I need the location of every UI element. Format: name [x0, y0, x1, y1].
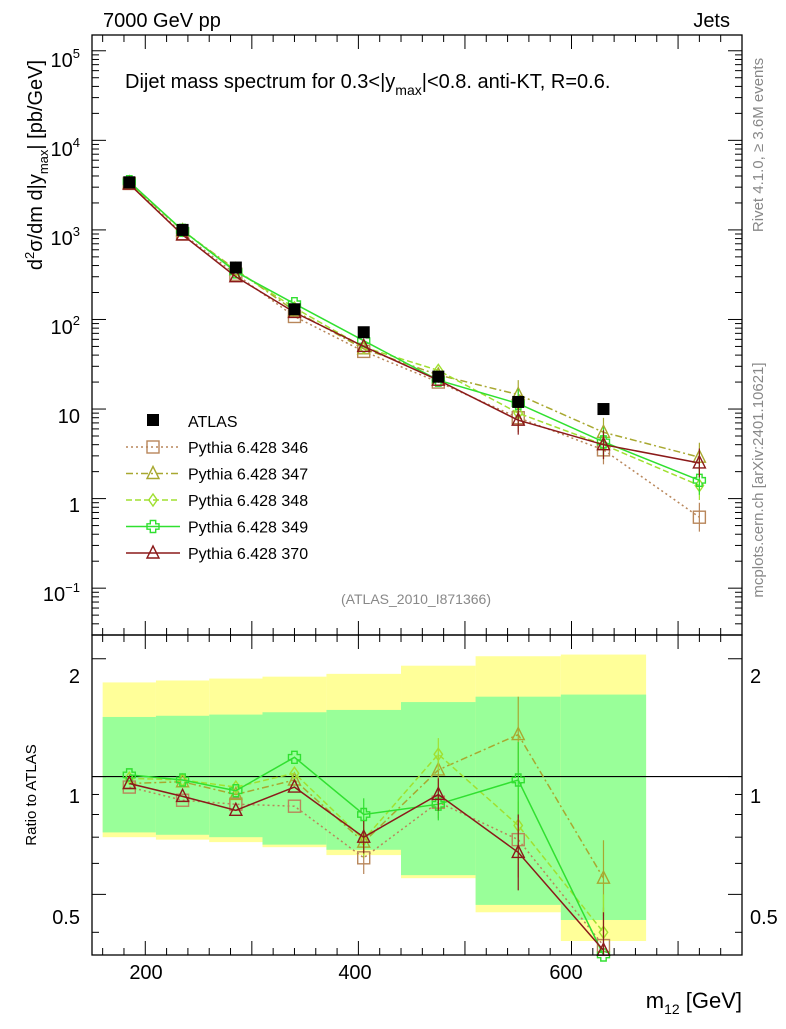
- series-point-4-6: [511, 411, 526, 426]
- atlas-point-1: [176, 223, 189, 236]
- ytick-1: 1: [69, 495, 80, 517]
- ratio-point-1-7: [596, 869, 611, 884]
- ratio-point-4-3: [287, 778, 302, 793]
- series-point-3-7: [596, 435, 611, 449]
- ytick-1e5: 105: [51, 46, 80, 72]
- ratio-ytick-right-2: 2: [750, 666, 761, 688]
- ratio-point-4-4: [356, 828, 371, 843]
- ratio-ytick-right-05: 0.5: [750, 907, 778, 929]
- legend-marker-4: [145, 544, 161, 559]
- ratio-point-2-5: [433, 747, 444, 762]
- header-right: Jets: [693, 10, 730, 32]
- series-point-0-8: [692, 510, 707, 524]
- xtick-400: 400: [338, 962, 371, 984]
- ytick-1e2: 102: [51, 313, 80, 339]
- ratio-line-3: [129, 756, 605, 956]
- ratio-ylabel: Ratio to ATLAS: [23, 744, 40, 845]
- xlabel: m12 [GeV]: [646, 988, 742, 1017]
- ratio-point-3-4: [357, 807, 371, 822]
- series-point-4-4: [356, 337, 371, 353]
- main-ylabel: d2σ/dm d|ymax| [pb/GeV]: [22, 60, 51, 270]
- ratio-panel: 2 1 0.5 2 1 0.5 Ratio to ATLAS 200 400 6…: [23, 634, 778, 1017]
- header-left: 7000 GeV pp: [103, 10, 221, 32]
- series-point-4-7: [596, 436, 611, 451]
- series-point-3-8: [692, 473, 707, 488]
- atlas-point-5: [432, 370, 445, 383]
- ytick-1em1: 10−1: [43, 580, 80, 606]
- ratio-ytick-left-1: 1: [69, 786, 80, 808]
- legend-marker-atlas: [147, 414, 159, 426]
- ytick-1e4: 104: [51, 135, 80, 161]
- legend-label-0: Pythia 6.428 346: [188, 440, 308, 457]
- ratio-point-4-2: [228, 801, 243, 816]
- atlas-point-6: [512, 395, 525, 408]
- main-title: Dijet mass spectrum for 0.3<|ymax|<0.8. …: [125, 71, 610, 98]
- ratio-ytick-right-1: 1: [750, 786, 761, 808]
- legend-label-2: Pythia 6.428 348: [188, 493, 308, 510]
- atlas-point-2: [229, 261, 242, 274]
- series-line-3: [128, 181, 700, 482]
- atlas-point-0: [123, 176, 136, 189]
- ratio-point-0-3: [287, 799, 302, 813]
- series-line-4: [128, 183, 700, 464]
- ratio-line-4: [129, 782, 605, 951]
- ratio-point-3-6: [511, 773, 525, 787]
- series-point-4-2: [228, 268, 243, 283]
- atlas-point-4: [357, 326, 370, 339]
- ratio-point-3-5: [431, 797, 446, 811]
- band-green-0: [102, 716, 156, 833]
- mcplots-label: mcplots.cern.ch [arXiv:2401.10621]: [750, 362, 767, 597]
- band-green-2: [209, 714, 263, 838]
- ratio-point-3-7: [596, 948, 611, 962]
- legend-label-3: Pythia 6.428 349: [188, 520, 308, 537]
- ytick-1e3: 103: [51, 224, 80, 250]
- ratio-ytick-left-2: 2: [69, 666, 80, 688]
- atlas-point-3: [288, 303, 301, 316]
- ratio-point-1-3: [287, 771, 302, 786]
- xtick-200: 200: [129, 962, 162, 984]
- ratio-line-1: [129, 733, 605, 879]
- main-panel: 105 104 103 102 10 1 10−1 d2σ/dm d|ymax|…: [22, 34, 743, 636]
- series-point-4-8: [692, 454, 707, 469]
- ratio-point-4-5: [431, 785, 446, 801]
- legend-marker-2: [147, 492, 159, 508]
- ratio-point-3-1: [175, 773, 190, 787]
- ytick-10: 10: [58, 406, 80, 428]
- legend-marker-3: [146, 519, 160, 534]
- ratio-point-1-6: [511, 726, 526, 741]
- atlas-point-7: [597, 403, 610, 416]
- ratio-frame: [91, 634, 743, 956]
- legend-marker-0: [146, 440, 160, 454]
- ratio-point-4-6: [511, 843, 526, 859]
- main-frame: [91, 34, 743, 636]
- ratio-line-0: [129, 786, 605, 947]
- ratio-point-4-1: [175, 787, 190, 803]
- xtick-600: 600: [549, 962, 582, 984]
- ratio-point-3-2: [229, 784, 243, 798]
- ratio-point-3-3: [287, 750, 302, 765]
- legend: ATLAS Pythia 6.428 346 Pythia 6.428 347 Pyt…: [126, 414, 308, 563]
- legend-label-1: Pythia 6.428 347: [188, 467, 308, 484]
- legend-marker-1: [145, 464, 161, 480]
- legend-label-atlas: ATLAS: [188, 414, 238, 431]
- ratio-ytick-left-05: 0.5: [52, 907, 80, 929]
- analysis-watermark: (ATLAS_2010_I871366): [341, 591, 491, 607]
- legend-label-4: Pythia 6.428 370: [188, 546, 308, 563]
- ratio-point-4-0: [122, 774, 137, 790]
- ratio-point-1-5: [431, 761, 446, 776]
- rivet-label: Rivet 4.1.0, ≥ 3.6M events: [750, 58, 767, 232]
